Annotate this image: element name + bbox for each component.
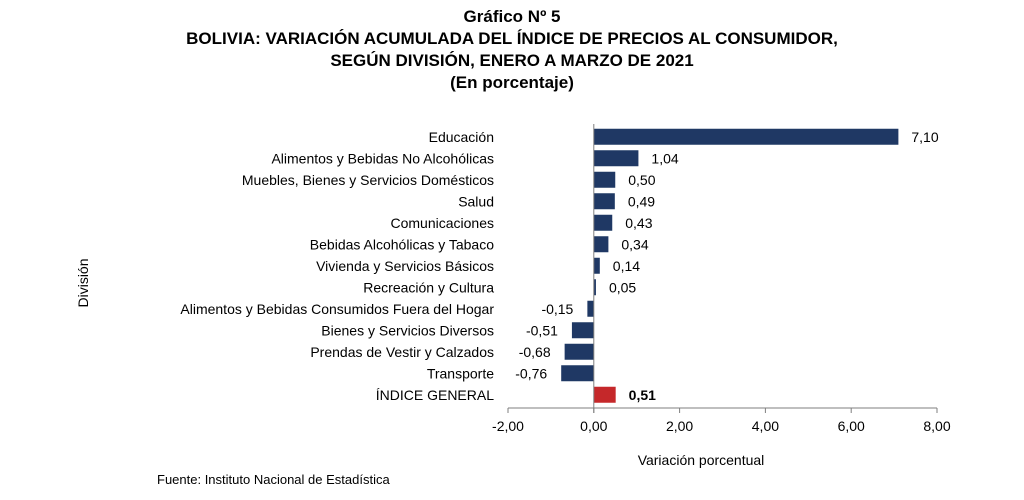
chart-subtitle-line-2: SEGÚN DIVISIÓN, ENERO A MARZO DE 2021 bbox=[330, 51, 694, 70]
category-label: Salud bbox=[458, 193, 494, 209]
category-label: ÍNDICE GENERAL bbox=[376, 387, 494, 403]
data-label: 1,04 bbox=[651, 150, 678, 166]
category-label: Bienes y Servicios Diversos bbox=[321, 322, 494, 338]
bar bbox=[593, 150, 639, 167]
y-axis-title: División bbox=[75, 258, 91, 307]
data-label: 0,14 bbox=[613, 258, 640, 274]
chart-subtitle-line-3: (En porcentaje) bbox=[450, 73, 574, 92]
bar bbox=[593, 171, 616, 188]
data-label: -0,51 bbox=[526, 322, 558, 338]
data-label: 0,51 bbox=[629, 387, 656, 403]
bar bbox=[561, 365, 594, 382]
bar bbox=[587, 300, 594, 317]
data-label: 0,05 bbox=[609, 279, 636, 295]
category-label: Vivienda y Servicios Básicos bbox=[316, 258, 494, 274]
data-label: 0,43 bbox=[625, 215, 652, 231]
x-axis-title: Variación porcentual bbox=[638, 452, 765, 468]
category-label: Educación bbox=[429, 129, 494, 145]
data-label: 0,50 bbox=[628, 172, 655, 188]
data-label: 0,34 bbox=[621, 236, 648, 252]
bar bbox=[593, 257, 600, 274]
bar bbox=[593, 214, 613, 231]
data-label: 7,10 bbox=[911, 129, 938, 145]
x-tick-label: 2,00 bbox=[666, 418, 693, 434]
chart-subtitle-line-1: BOLIVIA: VARIACIÓN ACUMULADA DEL ÍNDICE … bbox=[186, 29, 838, 48]
x-tick-label: 0,00 bbox=[580, 418, 607, 434]
category-label: Muebles, Bienes y Servicios Domésticos bbox=[242, 172, 494, 188]
bar-indice-general bbox=[593, 386, 616, 403]
category-label: Alimentos y Bebidas No Alcohólicas bbox=[271, 150, 494, 166]
category-label: Bebidas Alcohólicas y Tabaco bbox=[310, 236, 494, 252]
bar bbox=[593, 279, 596, 296]
chart-title-block: Gráfico Nº 5 BOLIVIA: VARIACIÓN ACUMULAD… bbox=[0, 6, 1024, 94]
x-tick-label: 8,00 bbox=[923, 418, 950, 434]
data-label: -0,68 bbox=[519, 344, 551, 360]
bar bbox=[571, 322, 594, 339]
data-label: -0,15 bbox=[541, 301, 573, 317]
x-tick-label: 4,00 bbox=[752, 418, 779, 434]
data-label: 0,49 bbox=[628, 193, 655, 209]
data-label: -0,76 bbox=[515, 365, 547, 381]
x-tick-label: -2,00 bbox=[492, 418, 524, 434]
x-tick-label: 6,00 bbox=[838, 418, 865, 434]
category-label: Prendas de Vestir y Calzados bbox=[310, 344, 494, 360]
source-note: Fuente: Instituto Nacional de Estadístic… bbox=[157, 472, 390, 487]
category-label: Transporte bbox=[427, 365, 494, 381]
bar bbox=[564, 343, 594, 360]
bar bbox=[593, 193, 615, 210]
category-label: Recreación y Cultura bbox=[363, 279, 494, 295]
bar bbox=[593, 128, 899, 145]
category-label: Alimentos y Bebidas Consumidos Fuera del… bbox=[180, 301, 494, 317]
chart-title: Gráfico Nº 5 bbox=[463, 7, 561, 26]
bar bbox=[593, 236, 609, 253]
category-label: Comunicaciones bbox=[391, 215, 495, 231]
